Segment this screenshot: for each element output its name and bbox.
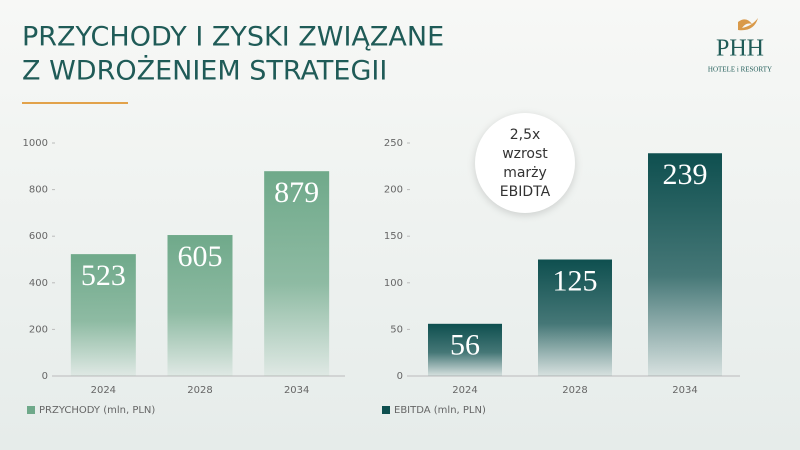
y-tick-label: 50 bbox=[390, 324, 403, 335]
y-tick-label: 0 bbox=[42, 371, 48, 382]
y-tick-label: 800 bbox=[29, 185, 48, 196]
y-tick-label: 200 bbox=[29, 324, 48, 335]
x-tick-label: 2024 bbox=[91, 385, 116, 396]
x-tick-label: 2024 bbox=[452, 385, 477, 396]
logo-tagline: HOTELE i RESORTY bbox=[708, 66, 772, 74]
annotation-text: 2,5x bbox=[510, 127, 541, 143]
annotation-text: wzrost bbox=[502, 146, 548, 162]
data-label: 125 bbox=[553, 264, 598, 297]
y-tick-label: 250 bbox=[384, 138, 403, 149]
annotation-badge bbox=[475, 113, 575, 213]
logo-icon bbox=[738, 18, 758, 31]
bar bbox=[648, 153, 722, 376]
x-tick-label: 2028 bbox=[562, 385, 587, 396]
data-label: 879 bbox=[274, 176, 319, 209]
logo-name: PHH bbox=[716, 36, 764, 62]
bar bbox=[538, 259, 612, 376]
data-label: 239 bbox=[663, 158, 708, 191]
x-tick-label: 2028 bbox=[187, 385, 212, 396]
bar bbox=[167, 235, 233, 376]
title-line: PRZYCHODY I ZYSKI ZWIĄZANE bbox=[22, 22, 444, 53]
y-tick-label: 400 bbox=[29, 278, 48, 289]
annotation-text: marży bbox=[503, 165, 547, 181]
bar bbox=[428, 323, 502, 376]
legend-swatch bbox=[382, 406, 390, 414]
y-tick-label: 1000 bbox=[23, 138, 48, 149]
y-tick-label: 200 bbox=[384, 185, 403, 196]
x-tick-label: 2034 bbox=[284, 385, 309, 396]
y-tick-label: 600 bbox=[29, 231, 48, 242]
data-label: 605 bbox=[178, 240, 223, 273]
y-tick-label: 150 bbox=[384, 231, 403, 242]
annotation-text: EBIDTA bbox=[500, 184, 551, 200]
data-label: 56 bbox=[450, 329, 480, 362]
bar bbox=[70, 254, 136, 376]
y-tick-label: 0 bbox=[397, 371, 403, 382]
title-line: Z WDROŻENIEM STRATEGII bbox=[22, 55, 387, 87]
legend-swatch bbox=[27, 406, 35, 414]
x-tick-label: 2034 bbox=[672, 385, 697, 396]
legend-label: PRZYCHODY (mln, PLN) bbox=[39, 405, 155, 416]
y-tick-label: 100 bbox=[384, 278, 403, 289]
data-label: 523 bbox=[81, 259, 126, 292]
bar bbox=[264, 171, 330, 376]
legend-label: EBITDA (mln, PLN) bbox=[394, 405, 486, 416]
